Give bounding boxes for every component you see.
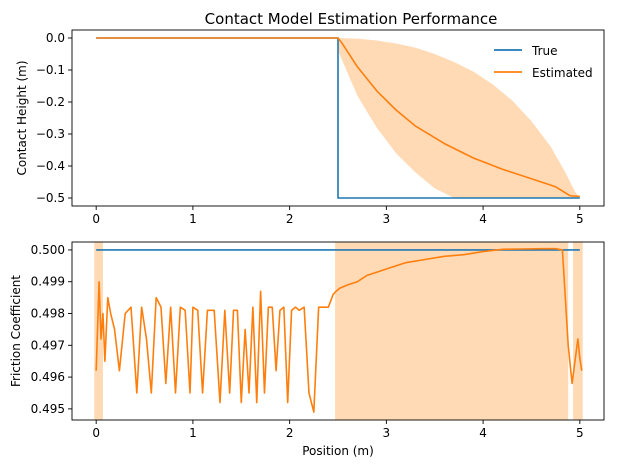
uncertainty-band: [573, 242, 583, 420]
uncertainty-band: [338, 38, 580, 198]
y-tick-label: −0.3: [36, 127, 65, 141]
x-tick-label: 4: [479, 426, 487, 440]
x-tick-label: 4: [479, 212, 487, 226]
x-axis-label: Position (m): [302, 444, 374, 458]
x-tick-label: 3: [383, 426, 391, 440]
plot-area: [94, 242, 583, 420]
y-tick-label: 0.500: [31, 243, 65, 257]
uncertainty-band: [335, 242, 569, 420]
friction-coefficient-plot: 0 1 2 3 4 5 0.500 0.499 0.498 0.497 0.496 0.495 Fric…: [9, 241, 605, 458]
y-axis-label: Contact Height (m): [15, 60, 29, 175]
x-tick-label: 1: [189, 426, 197, 440]
plot-area: [96, 37, 580, 199]
figure-title: Contact Model Estimation Performance: [205, 10, 498, 28]
x-tick-label: 0: [92, 212, 100, 226]
y-tick-label: −0.5: [36, 191, 65, 205]
series-line-estimated: [95, 247, 583, 413]
x-tick-label: 5: [576, 426, 584, 440]
y-tick-label: 0.496: [31, 370, 65, 384]
y-tick-label: −0.4: [36, 159, 65, 173]
contact-height-plot: 0 1 2 3 4 5 0.0 −0.1 −0.2 −0.3 −0.4 −0.5 Contact Hei…: [15, 29, 605, 226]
x-tick-label: 2: [286, 426, 294, 440]
y-tick-label: 0.499: [31, 275, 65, 289]
series-line-estimated: [96, 37, 580, 198]
uncertainty-band: [94, 242, 103, 420]
y-tick-label: 0.498: [31, 307, 65, 321]
y-tick-label: −0.2: [36, 95, 65, 109]
plot-frame: [71, 241, 605, 421]
legend-label-estimated: Estimated: [532, 66, 593, 80]
y-tick-label: 0.0: [46, 31, 65, 45]
x-tick-label: 0: [92, 426, 100, 440]
x-tick-label: 3: [383, 212, 391, 226]
plot-frame: [71, 29, 605, 207]
y-tick-label: 0.497: [31, 338, 65, 352]
x-tick-label: 5: [576, 212, 584, 226]
y-tick-label: −0.1: [36, 63, 65, 77]
y-axis-label: Friction Coefficient: [9, 275, 23, 387]
legend: True Estimated: [494, 44, 593, 80]
legend-label-true: True: [531, 44, 558, 58]
x-tick-label: 1: [189, 212, 197, 226]
y-tick-label: 0.495: [31, 402, 65, 416]
x-tick-label: 2: [286, 212, 294, 226]
